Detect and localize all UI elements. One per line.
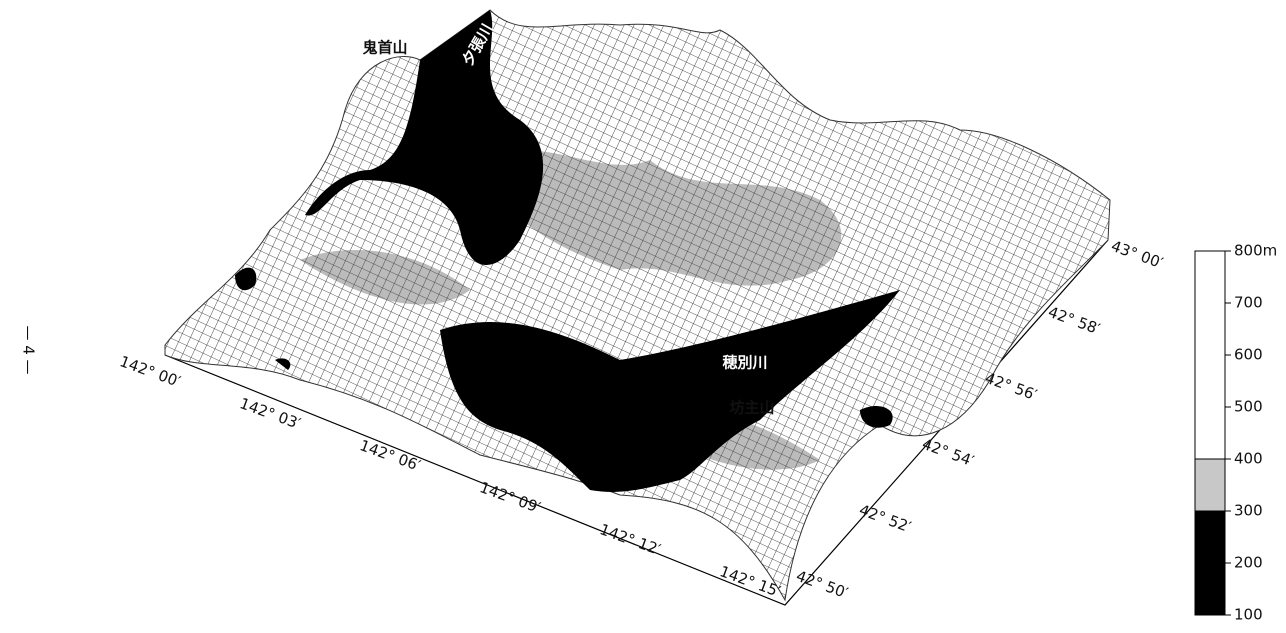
terrain-surface bbox=[165, 10, 1110, 600]
legend-label: 800m bbox=[1234, 242, 1277, 260]
terrain-map: 鬼首山 夕張川 穂別川 坊主山 142° 00′142° 03′142° 06′… bbox=[0, 0, 1286, 629]
latitude-label: 42° 56′ bbox=[983, 369, 1040, 405]
longitude-label: 142° 12′ bbox=[597, 520, 663, 559]
legend-label: 700 bbox=[1234, 294, 1263, 312]
latitude-label: 43° 00′ bbox=[1109, 237, 1166, 273]
page-number: — 4 — bbox=[20, 325, 38, 374]
legend-label: 300 bbox=[1234, 502, 1263, 520]
legend-label: 400 bbox=[1234, 450, 1263, 468]
place-label: 坊主山 bbox=[729, 399, 774, 417]
legend-band bbox=[1195, 459, 1225, 511]
latitude-label: 42° 52′ bbox=[857, 501, 914, 537]
longitude-label: 142° 06′ bbox=[357, 436, 423, 475]
legend-label: 200 bbox=[1234, 554, 1263, 572]
legend-band bbox=[1195, 251, 1225, 459]
latitude-label: 42° 58′ bbox=[1046, 303, 1103, 339]
legend-label: 500 bbox=[1234, 398, 1263, 416]
longitude-label: 142° 03′ bbox=[237, 394, 303, 433]
legend-band bbox=[1195, 511, 1225, 615]
legend-label: 600 bbox=[1234, 346, 1263, 364]
legend-label: 100 bbox=[1234, 606, 1263, 624]
latitude-label: 42° 50′ bbox=[794, 567, 851, 603]
place-label: 鬼首山 bbox=[362, 39, 407, 57]
legend: 800m 700 600 500 400 300 200 100 bbox=[1195, 242, 1277, 624]
river-label: 穂別川 bbox=[722, 354, 767, 372]
latitude-label: 42° 54′ bbox=[920, 435, 977, 471]
longitude-label: 142° 09′ bbox=[477, 478, 543, 517]
